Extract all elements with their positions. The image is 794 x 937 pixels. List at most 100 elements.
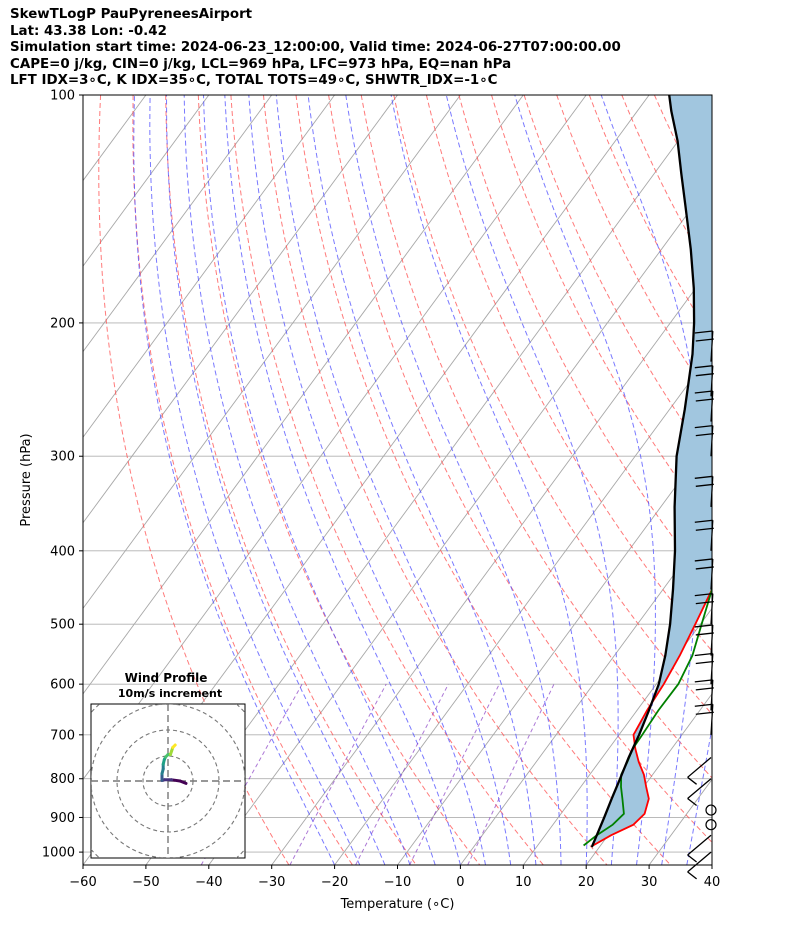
y-tick-label: 700	[50, 728, 75, 743]
y-tick-label: 300	[50, 450, 75, 465]
moist-adiabat	[133, 95, 336, 865]
chart-header: SkewTLogP PauPyreneesAirport Lat: 43.38 …	[10, 7, 621, 90]
barb-flag	[694, 519, 713, 523]
isotherm-gridline	[83, 95, 84, 96]
x-tick-label: −20	[321, 875, 348, 890]
mixing-ratio-line	[289, 683, 387, 865]
y-tick-label: 600	[50, 678, 75, 693]
barb-flag	[695, 483, 714, 487]
dry-adiabat	[263, 95, 608, 865]
y-tick-label: 100	[50, 89, 75, 104]
barb-flag	[695, 527, 714, 531]
mixing-ratio-line	[355, 683, 449, 865]
barb-flag	[694, 592, 713, 597]
barb-flag	[695, 660, 714, 665]
barb-flag	[694, 703, 713, 707]
wind-barb	[694, 424, 714, 457]
wind-barbs	[687, 330, 717, 880]
profile-lines	[583, 95, 712, 848]
dry-adiabat	[197, 95, 481, 865]
inset-plot	[91, 704, 245, 858]
barb-flag	[695, 338, 714, 342]
wind-barb	[694, 703, 714, 735]
isotherm-gridline	[0, 95, 20, 865]
barb-staff	[710, 653, 714, 685]
barb-staff	[710, 520, 714, 551]
barb-flag	[694, 624, 713, 628]
barb-flag	[695, 373, 714, 377]
wind-barb	[694, 390, 714, 422]
barb-staff	[710, 476, 714, 507]
calm-wind-circle	[705, 804, 717, 816]
time-line: Simulation start time: 2024-06-23_12:00:…	[10, 40, 621, 55]
mixing-ratio-line	[467, 683, 555, 865]
dry-adiabat	[360, 95, 712, 779]
isotherm-gridline	[208, 179, 712, 865]
barb-flag	[695, 398, 714, 402]
indices-line-2: LFT IDX=3∘C, K IDX=35∘C, TOTAL TOTS=49∘C…	[10, 73, 498, 88]
isotherm-gridline	[271, 265, 712, 865]
barb-staff	[710, 624, 714, 656]
barb-flag	[687, 854, 697, 863]
barb-flag	[694, 558, 713, 562]
x-tick-label: −10	[384, 875, 411, 890]
dry-adiabat	[491, 95, 712, 527]
barb-staff	[687, 778, 712, 800]
wind-barb	[694, 592, 714, 625]
x-tick-label: −60	[69, 875, 96, 890]
x-tick-label: −30	[258, 875, 285, 890]
moist-adiabat	[224, 95, 461, 865]
isotherm-gridline	[397, 436, 712, 865]
x-tick-label: 10	[515, 875, 532, 890]
barb-flag	[687, 776, 697, 785]
barb-flag	[694, 390, 713, 394]
y-tick-label: 200	[50, 316, 75, 331]
isotherm-gridline	[83, 95, 398, 524]
barb-staff	[710, 425, 714, 457]
mixing-ratio-line	[200, 683, 303, 865]
barb-flag	[694, 679, 713, 683]
dry-adiabat	[523, 95, 712, 465]
x-tick-label: 0	[456, 875, 464, 890]
moist-adiabat	[711, 862, 712, 865]
y-axis-label: Pressure (hPa)	[19, 433, 34, 526]
wind-barb	[694, 679, 714, 711]
y-tick-label: 800	[50, 772, 75, 787]
barb-staff	[710, 558, 714, 590]
barb-flag	[694, 330, 713, 334]
barb-staff	[710, 593, 714, 625]
shaded-area	[591, 95, 712, 848]
dry-adiabat	[785, 95, 794, 865]
barb-staff	[687, 757, 712, 778]
moist-adiabat	[183, 95, 411, 865]
wind-barb	[687, 778, 712, 807]
barb-flag	[694, 475, 713, 479]
y-tick-label: 1000	[42, 846, 75, 861]
barb-flag	[695, 687, 714, 691]
barb-flag	[695, 566, 714, 570]
wind-barb	[694, 652, 714, 685]
dry-adiabat	[295, 95, 671, 865]
barb-staff	[710, 390, 714, 422]
moist-adiabat	[445, 95, 619, 865]
barb-flag	[687, 798, 697, 807]
barb-flag	[695, 432, 714, 437]
barb-flag	[694, 424, 713, 429]
isotherm-gridline	[711, 864, 712, 865]
cape-shading	[591, 95, 712, 848]
parcel-line	[590, 95, 696, 848]
dry-adiabat	[458, 95, 712, 590]
dry-adiabat	[588, 95, 712, 340]
temperature-line	[592, 586, 712, 847]
isotherm-gridline	[460, 522, 712, 865]
moist-adiabat	[390, 95, 588, 865]
moist-adiabat	[307, 95, 537, 865]
x-tick-label: 40	[704, 875, 721, 890]
inset-subtitle: 10m/s increment	[118, 687, 222, 700]
mixing-ratio-line	[409, 683, 500, 865]
dry-adiabat	[230, 95, 544, 865]
moist-adiabat	[203, 95, 436, 865]
barb-staff	[710, 679, 714, 711]
moist-adiabat	[275, 95, 512, 865]
